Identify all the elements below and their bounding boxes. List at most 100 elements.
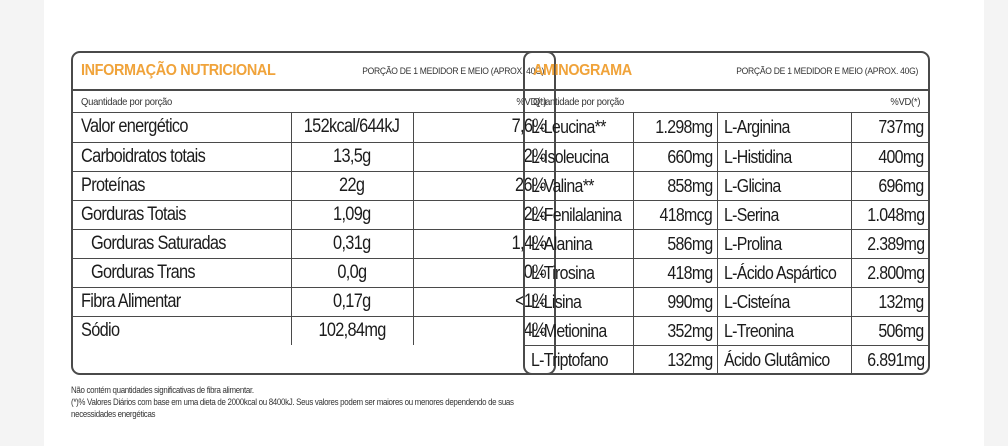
amino-value-left: 132mg [632, 345, 717, 373]
nutrient-name: Carboidratos totais [73, 142, 291, 172]
amino-value-left-text: 418mg [667, 261, 713, 283]
aminogram-row: L-Lisina 990mg L-Cisteína 132mg [525, 287, 928, 317]
nutrient-name-text: Valor energético [81, 116, 188, 138]
nutrient-amount-text: 0,31g [333, 232, 371, 254]
amino-name-left-text: L-Lisina [531, 290, 582, 312]
aminogram-row: L-Leucina** 1.298mg L-Arginina 737mg [525, 113, 928, 143]
nutrition-portion: PORÇÃO DE 1 MEDIDOR E MEIO (APROX. 40G) [362, 65, 544, 77]
amino-name-left: L-Tirosina [525, 258, 633, 288]
nutrient-name: Fibra Alimentar [73, 287, 291, 317]
amino-value-left-text: 352mg [667, 319, 713, 341]
amino-value-right: 132mg [850, 287, 928, 317]
amino-name-right-text: Ácido Glutâmico [723, 348, 830, 370]
amino-value-right: 696mg [850, 171, 928, 201]
amino-value-left: 418mcg [632, 200, 717, 230]
nutrition-row: Sódio 102,84mg 4% [73, 316, 554, 345]
aminogram-row: L-Fenilalanina 418mcg L-Serina 1.048mg [525, 200, 928, 230]
nutrition-row: Fibra Alimentar 0,17g <1% [73, 287, 554, 317]
amino-value-right-text: 6.891mg [866, 348, 925, 370]
amino-value-right: 737mg [850, 113, 928, 143]
aminogram-row: L-Metionina 352mg L-Treonina 506mg [525, 316, 928, 346]
amino-name-right-text: L-Prolina [723, 232, 782, 254]
aminogram-row: L-Isoleucina 660mg L-Histidina 400mg [525, 142, 928, 172]
amino-name-left-text: L-Fenilalanina [531, 203, 622, 225]
amino-name-left: L-Metionina [525, 316, 633, 346]
amino-name-left-text: L-Isoleucina [531, 145, 609, 167]
nutrition-title: INFORMAÇÃO NUTRICIONAL [81, 62, 276, 79]
amino-name-left: L-Isoleucina [525, 142, 633, 172]
nutrition-facts-table: INFORMAÇÃO NUTRICIONAL PORÇÃO DE 1 MEDID… [71, 51, 556, 375]
amino-name-right-text: L-Treonina [723, 319, 794, 341]
amino-name-right-text: L-Ácido Aspártico [723, 261, 837, 283]
amino-name-right-text: L-Serina [723, 203, 779, 225]
nutrition-subheader: Quantidade por porção %VD(*) [73, 91, 554, 113]
aminogram-title: AMINOGRAMA [533, 62, 632, 79]
amino-value-left-text: 858mg [667, 174, 713, 196]
amino-name-right: L-Ácido Aspártico [716, 258, 851, 288]
nutrient-amount: 0,31g [290, 229, 413, 259]
footnote-daily-values: (*)% Valores Diários com base em uma die… [71, 397, 514, 407]
nutrient-amount-text: 22g [339, 174, 365, 196]
nutrient-amount-text: 152kcal/644kJ [304, 116, 400, 138]
nutrient-name: Gorduras Totais [73, 200, 291, 230]
amino-value-left: 352mg [632, 316, 717, 346]
amino-name-right: L-Treonina [716, 316, 851, 346]
amino-value-left-text: 586mg [667, 232, 713, 254]
nutrient-name: Proteínas [73, 171, 291, 201]
aminogram-table: AMINOGRAMA PORÇÃO DE 1 MEDIDOR E MEIO (A… [523, 51, 930, 375]
amino-value-left-text: 990mg [667, 290, 713, 312]
amino-name-left: L-Lisina [525, 287, 633, 317]
amino-value-left: 660mg [632, 142, 717, 172]
nutrient-name: Gorduras Saturadas [73, 229, 291, 259]
amino-name-right: Ácido Glutâmico [716, 345, 851, 373]
amino-name-right: L-Cisteína [716, 287, 851, 317]
aminogram-vd-label: %VD(*) [890, 95, 920, 108]
amino-value-left: 1.298mg [632, 113, 717, 143]
amino-value-left-text: 418mcg [660, 203, 713, 225]
amino-name-right-text: L-Cisteína [723, 290, 790, 312]
amino-value-left: 586mg [632, 229, 717, 259]
nutrition-rows: Valor energético 152kcal/644kJ 7,6% Carboid… [73, 113, 554, 345]
amino-value-right-text: 2.800mg [866, 261, 925, 283]
nutrient-name-text: Gorduras Trans [91, 261, 196, 283]
nutrient-name-text: Fibra Alimentar [81, 290, 181, 312]
amino-value-left: 858mg [632, 171, 717, 201]
nutrient-name-text: Proteínas [81, 174, 145, 196]
amino-value-left: 990mg [632, 287, 717, 317]
nutrient-amount: 152kcal/644kJ [290, 113, 413, 143]
amino-name-left-text: L-Triptofano [531, 348, 609, 370]
nutrient-name: Valor energético [73, 113, 291, 143]
amino-value-right-text: 2.389mg [866, 232, 925, 254]
amino-value-left-text: 1.298mg [655, 116, 713, 138]
amino-value-right-text: 132mg [878, 290, 925, 312]
amino-value-right: 2.800mg [850, 258, 928, 288]
amino-value-right: 1.048mg [850, 200, 928, 230]
nutrient-amount: 0,0g [290, 258, 413, 288]
nutrient-amount-text: 1,09g [333, 203, 371, 225]
amino-name-right-text: L-Glicina [723, 174, 781, 196]
aminogram-header: AMINOGRAMA PORÇÃO DE 1 MEDIDOR E MEIO (A… [525, 53, 928, 91]
aminogram-row: L-Tirosina 418mg L-Ácido Aspártico 2.800mg [525, 258, 928, 288]
amino-name-left-text: L-Valina** [531, 174, 594, 196]
nutrient-amount-text: 0,0g [337, 261, 367, 283]
label-page: INFORMAÇÃO NUTRICIONAL PORÇÃO DE 1 MEDID… [44, 0, 984, 446]
aminogram-row: L-Triptofano 132mg Ácido Glutâmico 6.891mg [525, 345, 928, 373]
nutrient-name-text: Gorduras Totais [81, 203, 186, 225]
amino-name-left: L-Alanina [525, 229, 633, 259]
amino-name-right: L-Prolina [716, 229, 851, 259]
amino-value-right: 506mg [850, 316, 928, 346]
nutrient-name-text: Carboidratos totais [81, 145, 206, 167]
nutrient-amount-text: 102,84mg [318, 319, 386, 341]
nutrient-amount-text: 0,17g [333, 290, 371, 312]
nutrient-name: Gorduras Trans [73, 258, 291, 288]
amino-value-right-text: 737mg [878, 116, 925, 138]
footnotes: Não contém quantidades significativas de… [71, 384, 591, 420]
nutrition-header: INFORMAÇÃO NUTRICIONAL PORÇÃO DE 1 MEDID… [73, 53, 554, 91]
amino-name-left: L-Leucina** [525, 113, 633, 143]
amino-value-left-text: 660mg [667, 145, 713, 167]
amino-value-left-text: 132mg [667, 348, 713, 370]
nutrient-amount: 22g [290, 171, 413, 201]
amino-name-left-text: L-Leucina** [531, 116, 606, 138]
aminogram-row: L-Valina** 858mg L-Glicina 696mg [525, 171, 928, 201]
amino-name-right-text: L-Arginina [723, 116, 790, 138]
